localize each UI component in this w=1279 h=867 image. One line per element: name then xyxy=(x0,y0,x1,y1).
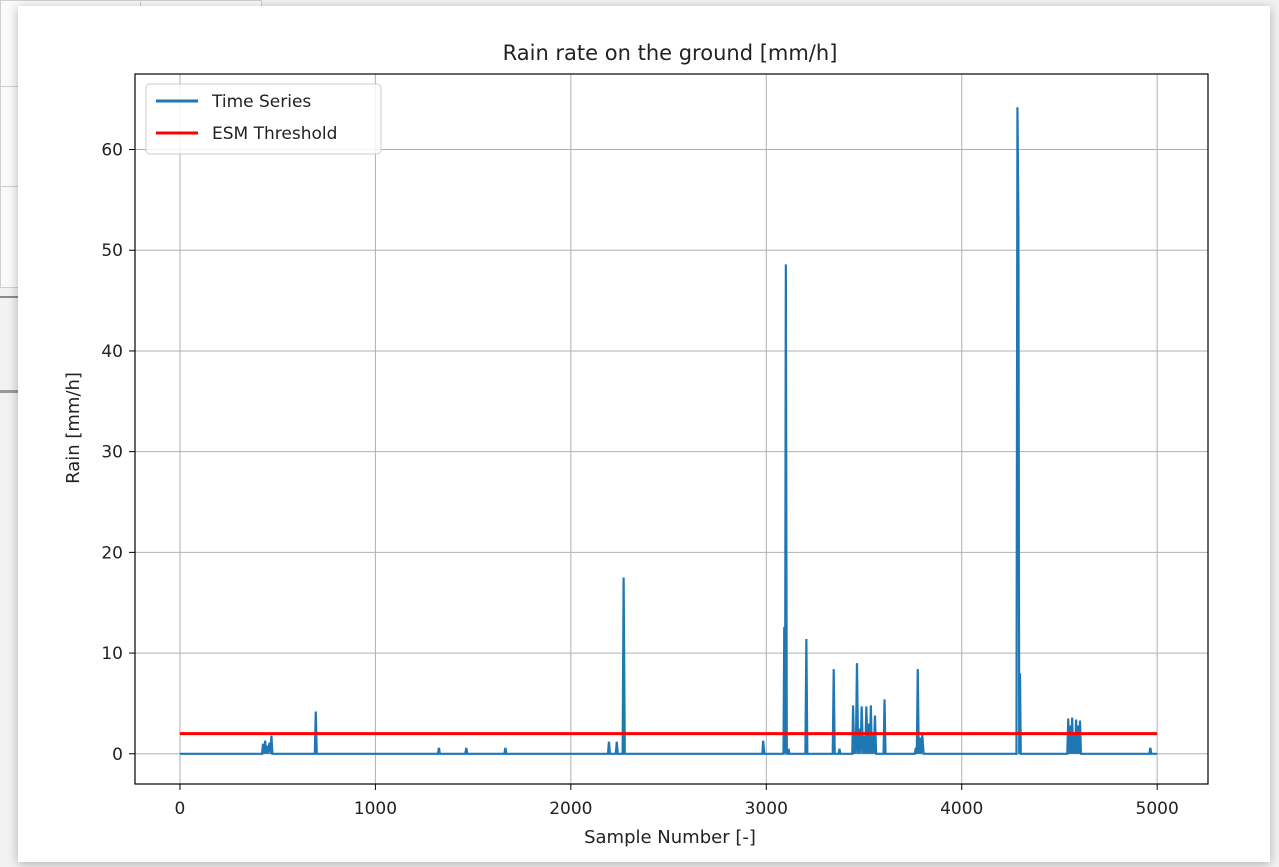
x-tick-label: 5000 xyxy=(1136,799,1179,819)
legend: Time Series ESM Threshold xyxy=(145,83,382,155)
y-axis-label: Rain [mm/h] xyxy=(63,372,84,484)
y-tick-label: 10 xyxy=(101,644,123,664)
legend-box xyxy=(145,83,382,155)
grid-lines xyxy=(135,74,1208,784)
legend-label-time-series: Time Series xyxy=(211,92,311,112)
y-tick-label: 40 xyxy=(101,342,123,362)
axes-frame xyxy=(134,73,1209,785)
series-line-time-series xyxy=(179,107,1158,755)
background-divider xyxy=(0,390,22,393)
x-tick-label: 2000 xyxy=(549,799,592,819)
x-tick-label: 3000 xyxy=(745,799,788,819)
y-tick-label: 20 xyxy=(101,543,123,563)
y-tick-label: 30 xyxy=(101,443,123,463)
x-tick-label: 0 xyxy=(175,799,186,819)
chart-title: Rain rate on the ground [mm/h] xyxy=(503,41,838,65)
x-tick-label: 1000 xyxy=(354,799,397,819)
y-tick-label: 0 xyxy=(112,745,123,765)
x-tick-label: 4000 xyxy=(940,799,983,819)
background-divider xyxy=(0,296,22,298)
axis-ticks: 0 1000 2000 3000 4000 5000 0 10 20 30 40 50 60 xyxy=(101,141,1178,819)
plot-area xyxy=(179,107,1158,755)
y-tick-label: 50 xyxy=(101,241,123,261)
y-tick-label: 60 xyxy=(101,141,123,161)
legend-label-esm-threshold: ESM Threshold xyxy=(212,124,337,144)
x-axis-label: Sample Number [-] xyxy=(584,827,756,848)
